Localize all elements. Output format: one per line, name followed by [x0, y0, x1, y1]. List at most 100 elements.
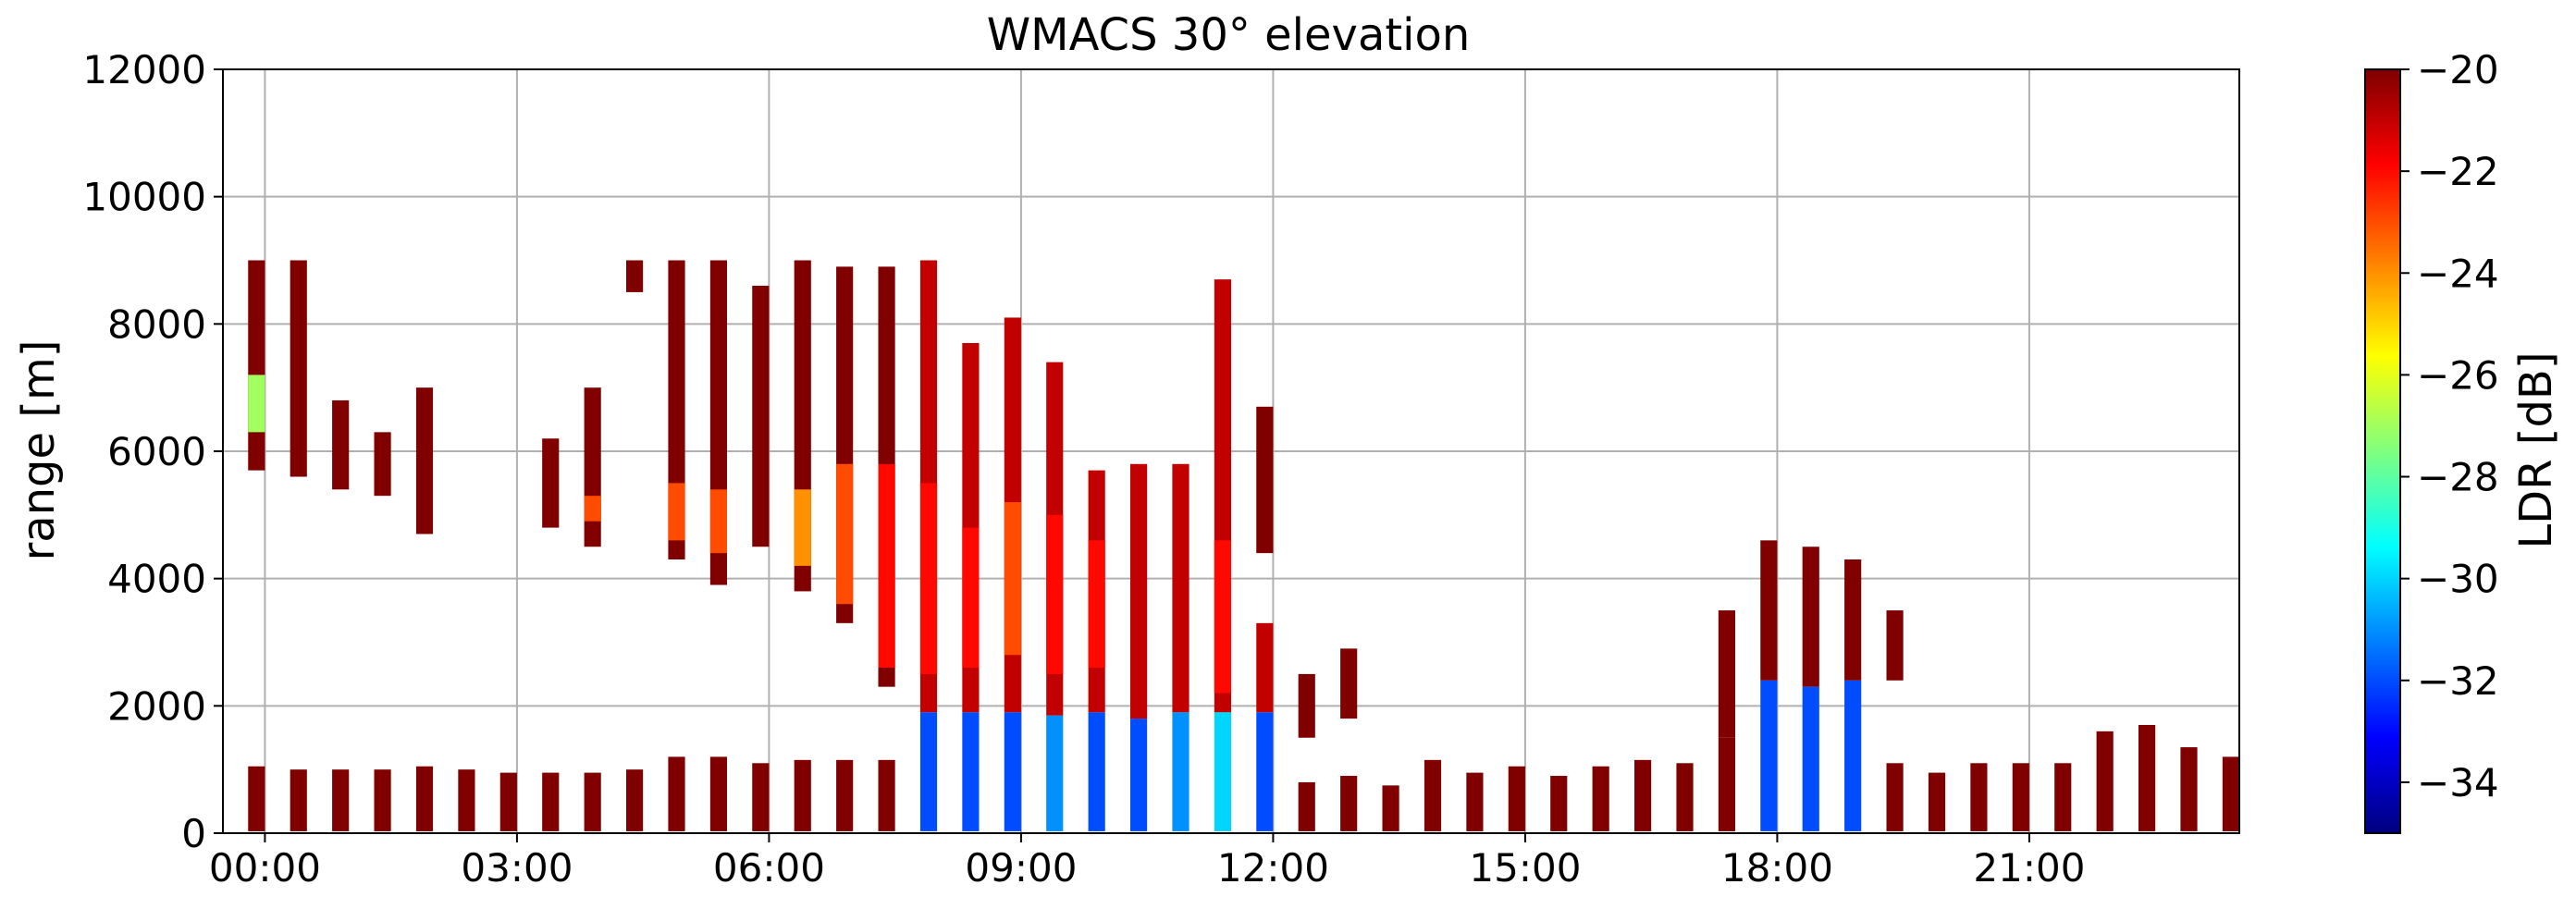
- scan-segment: [1130, 463, 1148, 719]
- x-tick-label: 03:00: [461, 845, 573, 891]
- scan-segment: [248, 766, 265, 831]
- scan-segment: [1298, 781, 1315, 831]
- scan-segment: [1760, 540, 1778, 681]
- scan-segment: [499, 772, 517, 831]
- scan-segment: [584, 772, 601, 831]
- scan-segment: [1172, 712, 1189, 831]
- colorbar-label: LDR [dB]: [2510, 351, 2562, 548]
- scan-segment: [1886, 610, 1904, 681]
- scan-segment: [878, 463, 895, 669]
- scan-segment: [1256, 622, 1274, 713]
- colorbar-tick-label: −34: [2417, 760, 2499, 805]
- x-tick-label: 15:00: [1469, 845, 1581, 891]
- scan-segment: [709, 756, 727, 831]
- scan-segment: [709, 489, 727, 554]
- scan-segment: [584, 496, 601, 522]
- scan-segment: [1214, 712, 1231, 831]
- scan-segment: [1172, 463, 1189, 713]
- scan-segment: [1424, 759, 1442, 831]
- scan-segment: [1088, 540, 1105, 669]
- scan-segment: [668, 483, 685, 541]
- scan-segment: [1928, 772, 1946, 831]
- scan-segment: [248, 260, 265, 471]
- scan-segment: [1592, 766, 1609, 831]
- scan-segment: [668, 756, 685, 831]
- scan-segment: [752, 763, 770, 831]
- scan-segment: [374, 432, 391, 497]
- scan-segment: [2054, 763, 2072, 831]
- colorbar-tick-label: −20: [2417, 47, 2499, 92]
- chart-title: WMACS 30° elevation: [987, 9, 1471, 61]
- scan-segment: [1718, 610, 1735, 738]
- y-tick-label: 10000: [82, 175, 206, 220]
- colorbar-bar: [2364, 68, 2401, 834]
- colorbar: −20 −22 −24 −26 −28 −30 −32 −34: [2364, 47, 2499, 834]
- scan-segment: [1466, 772, 1484, 831]
- y-tick-label: 6000: [107, 429, 206, 474]
- scan-segment: [2012, 763, 2029, 831]
- plot-area: 00:00 03:00 06:00 09:00 12:00 15:00 18:00 21:00…: [82, 47, 2240, 891]
- x-tick-label: 12:00: [1217, 845, 1329, 891]
- scan-segment: [1676, 763, 1694, 831]
- y-tick-label: 12000: [82, 47, 206, 92]
- scan-segment: [415, 387, 434, 534]
- scan-segment: [1886, 763, 1904, 831]
- scan-segment: [1256, 406, 1274, 554]
- scan-segment: [542, 772, 560, 831]
- scan-segment: [626, 260, 644, 292]
- x-tick-label: 21:00: [1973, 845, 2085, 891]
- scan-segment: [248, 375, 265, 433]
- y-tick-label: 0: [181, 811, 206, 856]
- scan-segment: [1256, 712, 1274, 831]
- scan-segment: [1088, 712, 1105, 831]
- scan-segment: [962, 712, 980, 831]
- y-axis-label: range [m]: [13, 339, 65, 560]
- scan-segment: [1508, 766, 1525, 831]
- scan-segment: [2222, 756, 2239, 831]
- colorbar-tick-label: −22: [2417, 149, 2499, 194]
- scan-segment: [919, 712, 938, 831]
- scan-segment: [1046, 514, 1064, 674]
- scan-segment: [1760, 680, 1778, 831]
- x-tick-label: 00:00: [209, 845, 321, 891]
- scan-segment: [919, 483, 938, 674]
- scan-segment: [332, 399, 350, 490]
- colorbar-tick-label: −26: [2417, 352, 2499, 398]
- scan-segment: [1298, 673, 1315, 738]
- scan-segment: [290, 260, 307, 477]
- colorbar-tick-label: −32: [2417, 658, 2499, 704]
- scan-segment: [962, 527, 980, 669]
- scan-segment: [1718, 737, 1735, 831]
- scan-segment: [1802, 686, 1819, 831]
- scan-segment: [415, 766, 434, 831]
- colorbar-tick-label: −24: [2417, 251, 2499, 296]
- scan-segment: [2096, 731, 2114, 831]
- scan-segment: [794, 489, 811, 566]
- y-tick-label: 8000: [107, 301, 206, 347]
- scan-segment: [374, 769, 391, 831]
- y-tick-label: 4000: [107, 557, 206, 602]
- scan-segment: [542, 438, 560, 528]
- scan-segment: [1046, 715, 1064, 831]
- scan-segment: [836, 759, 854, 831]
- scan-segment: [1340, 776, 1358, 831]
- colorbar-tick-label: −30: [2417, 557, 2499, 602]
- scan-segment: [1634, 759, 1652, 831]
- scan-segment: [1004, 712, 1021, 831]
- x-tick-label: 09:00: [965, 845, 1077, 891]
- scan-segment: [290, 769, 307, 831]
- scan-segment: [1382, 785, 1399, 831]
- scan-segment: [1004, 502, 1021, 656]
- scan-segment: [1970, 763, 1988, 831]
- scan-segment: [1550, 776, 1568, 831]
- scan-segment: [1844, 680, 1862, 831]
- scan-segment: [458, 769, 475, 831]
- scan-segment: [878, 759, 895, 831]
- scan-segment: [1130, 719, 1148, 831]
- scan-segment: [2180, 747, 2198, 831]
- scan-segment: [1802, 547, 1819, 687]
- scan-segment: [626, 769, 644, 831]
- scan-segment: [752, 286, 770, 547]
- y-tick-label: 2000: [107, 683, 206, 729]
